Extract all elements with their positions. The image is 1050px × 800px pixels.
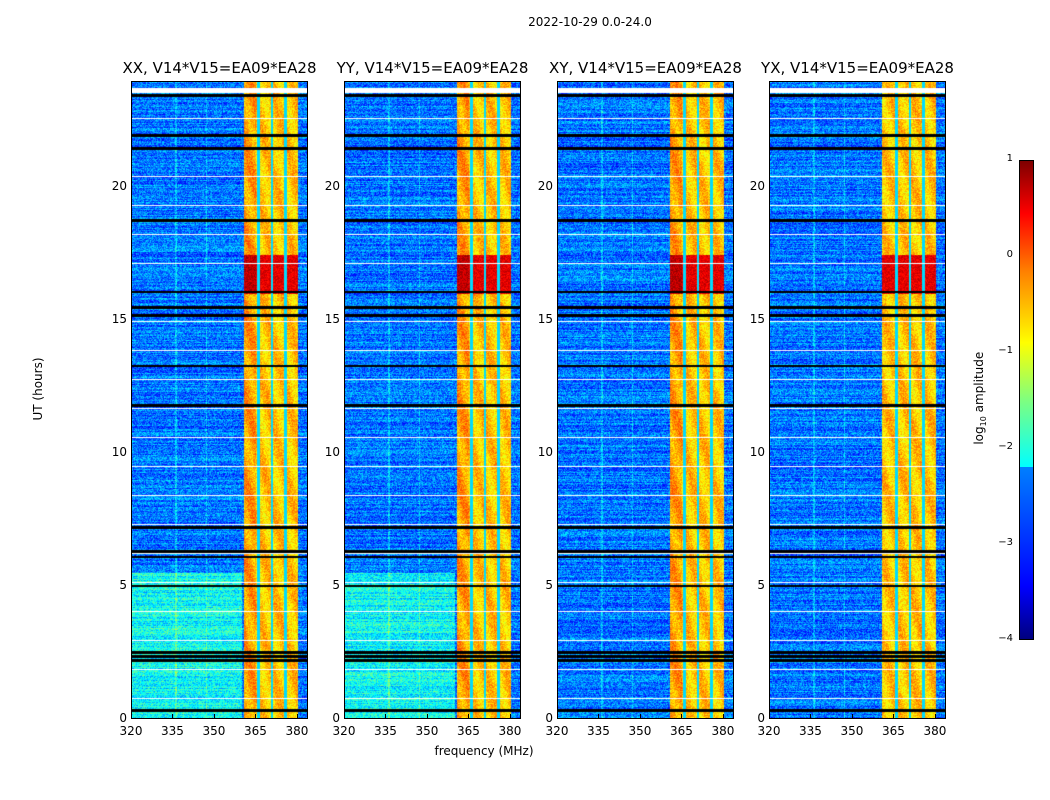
x-tick-label: 380 bbox=[285, 724, 309, 738]
x-tick-label: 365 bbox=[457, 724, 480, 738]
x-tick-mark bbox=[598, 714, 600, 719]
x-tick-mark bbox=[893, 714, 895, 719]
x-tick-mark bbox=[557, 714, 558, 719]
y-tick-label: 5 bbox=[119, 578, 127, 593]
x-tick-mark bbox=[213, 714, 215, 719]
x-tick-label: 335 bbox=[161, 724, 184, 738]
x-axis-label: frequency (MHz) bbox=[434, 744, 534, 758]
x-tick-mark bbox=[131, 714, 132, 719]
y-tick-label: 10 bbox=[749, 445, 765, 460]
x-tick-mark bbox=[426, 714, 428, 719]
heatmap-image bbox=[770, 82, 945, 718]
x-tick-mark bbox=[681, 714, 683, 719]
heatmap-panel bbox=[557, 81, 734, 719]
y-tick-label: 5 bbox=[545, 578, 553, 593]
colorbar-tick-label: −1 bbox=[998, 345, 1013, 356]
heatmap-image bbox=[558, 82, 733, 718]
y-tick-label: 0 bbox=[757, 711, 765, 725]
panel-title: XY, V14*V15=EA09*EA28 bbox=[549, 59, 742, 77]
x-tick-label: 320 bbox=[545, 724, 569, 738]
y-tick-label: 10 bbox=[324, 445, 340, 460]
x-tick-mark bbox=[344, 714, 345, 719]
y-tick-label: 20 bbox=[537, 179, 553, 194]
x-tick-mark bbox=[769, 714, 770, 719]
y-tick-label: 20 bbox=[111, 179, 127, 194]
y-tick-label: 15 bbox=[111, 312, 127, 327]
y-tick-label: 5 bbox=[332, 578, 340, 593]
heatmap-panel bbox=[769, 81, 946, 719]
x-tick-label: 335 bbox=[587, 724, 610, 738]
x-tick-label: 350 bbox=[415, 724, 439, 738]
panel-title: YX, V14*V15=EA09*EA28 bbox=[761, 59, 954, 77]
x-tick-mark bbox=[851, 714, 853, 719]
x-tick-mark bbox=[296, 714, 298, 719]
heatmap-image bbox=[345, 82, 520, 718]
colorbar-tick-label: 0 bbox=[1006, 249, 1013, 260]
x-tick-mark bbox=[172, 714, 174, 719]
x-tick-label: 350 bbox=[628, 724, 652, 738]
heatmap-image bbox=[132, 82, 307, 718]
x-tick-mark bbox=[509, 714, 511, 719]
x-tick-mark bbox=[385, 714, 387, 719]
x-tick-label: 365 bbox=[882, 724, 905, 738]
x-tick-label: 365 bbox=[244, 724, 267, 738]
y-tick-label: 15 bbox=[537, 312, 553, 327]
x-tick-label: 350 bbox=[202, 724, 226, 738]
y-tick-label: 10 bbox=[111, 445, 127, 460]
x-tick-mark bbox=[810, 714, 812, 719]
panel-title: XX, V14*V15=EA09*EA28 bbox=[122, 59, 317, 77]
colorbar bbox=[1019, 160, 1034, 640]
x-tick-label: 380 bbox=[923, 724, 947, 738]
heatmap-panel bbox=[344, 81, 521, 719]
x-tick-mark bbox=[255, 714, 257, 719]
x-tick-mark bbox=[639, 714, 641, 719]
x-tick-label: 335 bbox=[799, 724, 822, 738]
colorbar-tick-label: −2 bbox=[998, 441, 1013, 452]
y-tick-label: 15 bbox=[749, 312, 765, 327]
x-tick-label: 380 bbox=[711, 724, 735, 738]
y-tick-label: 15 bbox=[324, 312, 340, 327]
colorbar-tick-label: 1 bbox=[1006, 153, 1013, 164]
x-tick-label: 335 bbox=[374, 724, 397, 738]
x-tick-label: 365 bbox=[670, 724, 693, 738]
x-tick-mark bbox=[722, 714, 724, 719]
colorbar-tick-label: −3 bbox=[998, 537, 1013, 548]
heatmap-panel bbox=[131, 81, 308, 719]
panel-title: YY, V14*V15=EA09*EA28 bbox=[336, 59, 529, 77]
figure-title: 2022-10-29 0.0-24.0 bbox=[528, 15, 652, 29]
x-tick-label: 320 bbox=[332, 724, 356, 738]
y-tick-label: 0 bbox=[332, 711, 340, 725]
y-tick-label: 0 bbox=[119, 711, 127, 725]
x-tick-label: 320 bbox=[757, 724, 781, 738]
y-tick-label: 5 bbox=[757, 578, 765, 593]
x-tick-label: 380 bbox=[498, 724, 522, 738]
x-tick-label: 350 bbox=[840, 724, 864, 738]
y-tick-label: 20 bbox=[324, 179, 340, 194]
x-tick-label: 320 bbox=[119, 724, 143, 738]
y-tick-label: 10 bbox=[537, 445, 553, 460]
colorbar-tick-label: −4 bbox=[998, 633, 1013, 644]
x-tick-mark bbox=[934, 714, 936, 719]
y-tick-label: 20 bbox=[749, 179, 765, 194]
y-tick-label: 0 bbox=[545, 711, 553, 725]
x-tick-mark bbox=[468, 714, 470, 719]
y-axis-label: UT (hours) bbox=[31, 357, 45, 421]
